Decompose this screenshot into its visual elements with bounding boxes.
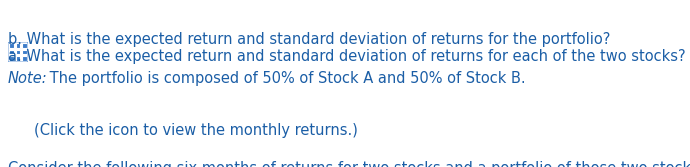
Text: a. What is the expected return and standard deviation of returns for each of the: a. What is the expected return and stand… bbox=[8, 49, 686, 64]
FancyBboxPatch shape bbox=[9, 56, 14, 61]
FancyBboxPatch shape bbox=[22, 43, 27, 48]
FancyBboxPatch shape bbox=[9, 43, 14, 48]
FancyBboxPatch shape bbox=[16, 43, 20, 48]
FancyBboxPatch shape bbox=[22, 56, 27, 61]
Text: (Click the icon to view the monthly returns.): (Click the icon to view the monthly retu… bbox=[34, 123, 358, 138]
FancyBboxPatch shape bbox=[16, 56, 20, 61]
FancyBboxPatch shape bbox=[9, 50, 14, 54]
Text: The portfolio is composed of 50% of Stock A and 50% of Stock B.: The portfolio is composed of 50% of Stoc… bbox=[45, 71, 526, 86]
Text: Consider the following six months of returns for two stocks and a portfolio of t: Consider the following six months of ret… bbox=[8, 161, 690, 167]
FancyBboxPatch shape bbox=[16, 50, 20, 54]
FancyBboxPatch shape bbox=[22, 50, 27, 54]
Text: Note:: Note: bbox=[8, 71, 48, 86]
Text: b. What is the expected return and standard deviation of returns for the portfol: b. What is the expected return and stand… bbox=[8, 32, 611, 47]
